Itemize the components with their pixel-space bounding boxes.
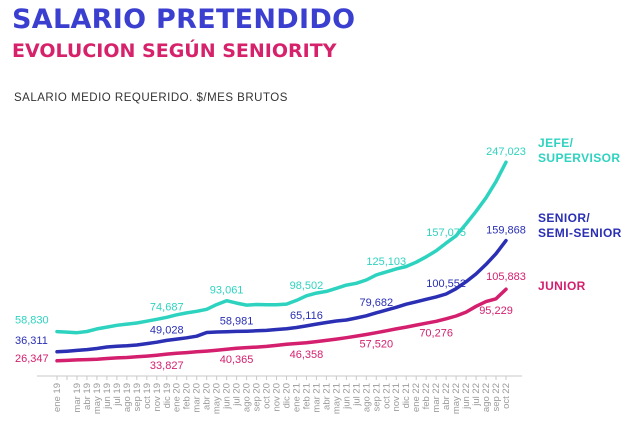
data-label: 57,520 <box>359 339 393 351</box>
x-tick-label: mar 19 <box>72 383 83 413</box>
data-label: 247,023 <box>486 146 526 158</box>
series-lines <box>55 160 508 363</box>
x-tick-label: sep 19 <box>132 383 143 412</box>
x-tick-label: sep 20 <box>252 383 263 412</box>
data-labels: 58,830 74,687 93,061 98,502 125,103 157,075 24… <box>15 146 526 372</box>
page-title: SALARIO PRETENDIDO <box>12 4 356 35</box>
x-tick-label: ago 20 <box>242 383 253 412</box>
data-label: 70,276 <box>419 327 453 339</box>
data-label: 65,116 <box>290 310 323 322</box>
data-label: 100,552 <box>426 278 466 290</box>
data-label: 33,827 <box>150 360 184 372</box>
x-tick-label: ago 21 <box>361 383 372 412</box>
series-line-jefe <box>55 160 508 335</box>
data-label: 58,830 <box>15 315 49 327</box>
data-label: 46,358 <box>290 349 324 361</box>
x-tick-label: may 20 <box>212 383 223 414</box>
x-tick-label: ene 20 <box>172 383 183 412</box>
x-tick-label: may 22 <box>451 383 462 414</box>
x-tick-label: abr 22 <box>441 383 452 410</box>
x-tick-label: oct 21 <box>381 383 392 409</box>
x-tick-label: oct 22 <box>501 383 512 409</box>
x-tick-label: abr 21 <box>321 383 332 410</box>
x-tick-label: ene 22 <box>411 383 422 412</box>
x-tick-label: may 21 <box>331 383 342 414</box>
unit-label: SALARIO MEDIO REQUERIDO. $/MES BRUTOS <box>14 92 288 104</box>
data-label: 58,981 <box>220 315 254 327</box>
x-tick-label: jun 21 <box>341 383 352 410</box>
series-name-labels: JEFE/SUPERVISOR SENIOR/SEMI-SENIOR JUNIOR <box>538 136 622 293</box>
data-label: 93,061 <box>210 285 244 297</box>
series-name-label: SEMI-SENIOR <box>538 226 622 240</box>
x-tick-label: jun 19 <box>102 383 113 410</box>
data-label: 40,365 <box>220 354 254 366</box>
x-tick-label: ago 19 <box>122 383 133 412</box>
x-tick-label: nov 20 <box>272 383 283 412</box>
series-name-label: SUPERVISOR <box>538 151 620 165</box>
x-tick-label: dic 20 <box>281 383 292 408</box>
x-tick-label: feb 22 <box>421 383 432 409</box>
data-label: 157,075 <box>426 227 466 239</box>
x-tick-label: ene 21 <box>291 383 302 412</box>
data-label: 79,682 <box>359 297 393 309</box>
data-label: 95,229 <box>479 305 513 317</box>
x-tick-label: mar 20 <box>192 383 203 413</box>
x-tick-label: oct 20 <box>262 383 273 409</box>
x-tick-label: nov 19 <box>152 383 163 412</box>
x-tick-label: nov 21 <box>391 383 402 412</box>
x-tick-label: feb 21 <box>301 383 312 409</box>
x-tick-label: mar 21 <box>311 383 322 413</box>
series-name-label: SENIOR/ <box>538 211 590 225</box>
x-tick-label: abr 19 <box>82 383 93 410</box>
x-tick-label: jul 22 <box>471 383 482 407</box>
data-label: 105,883 <box>486 271 526 283</box>
x-tick-label: ago 22 <box>481 383 492 412</box>
x-tick-label: mar 22 <box>431 383 442 413</box>
x-tick-label: dic 19 <box>162 383 173 408</box>
data-label: 159,868 <box>486 225 526 237</box>
series-line-junior <box>55 287 508 363</box>
series-name-label: JUNIOR <box>538 279 586 293</box>
data-label: 36,311 <box>15 335 48 347</box>
data-label: 125,103 <box>366 256 406 268</box>
x-tick-label: dic 21 <box>401 383 412 408</box>
series-line-senior <box>55 238 508 354</box>
x-tick-label: jun 20 <box>222 383 233 410</box>
data-label: 49,028 <box>150 324 184 336</box>
data-label: 98,502 <box>290 280 324 292</box>
x-tick-label: feb 20 <box>182 383 193 409</box>
data-label: 26,347 <box>15 353 49 365</box>
x-tick-label: sep 22 <box>491 383 502 412</box>
page-subtitle: EVOLUCION SEGÚN SENIORITY <box>12 40 337 62</box>
x-tick-label: jun 22 <box>461 383 472 410</box>
x-tick-label: jul 19 <box>112 383 123 407</box>
data-label: 74,687 <box>150 301 184 313</box>
x-tick-label: abr 20 <box>202 383 213 410</box>
x-tick-label: sep 21 <box>371 383 382 412</box>
x-tick-label: jul 21 <box>351 383 362 407</box>
x-tick-label: may 19 <box>92 383 103 414</box>
x-tick-label: jul 20 <box>232 383 243 407</box>
series-name-label: JEFE/ <box>538 136 574 150</box>
x-tick-label: ene 19 <box>52 383 63 412</box>
x-tick-label: oct 19 <box>142 383 153 409</box>
